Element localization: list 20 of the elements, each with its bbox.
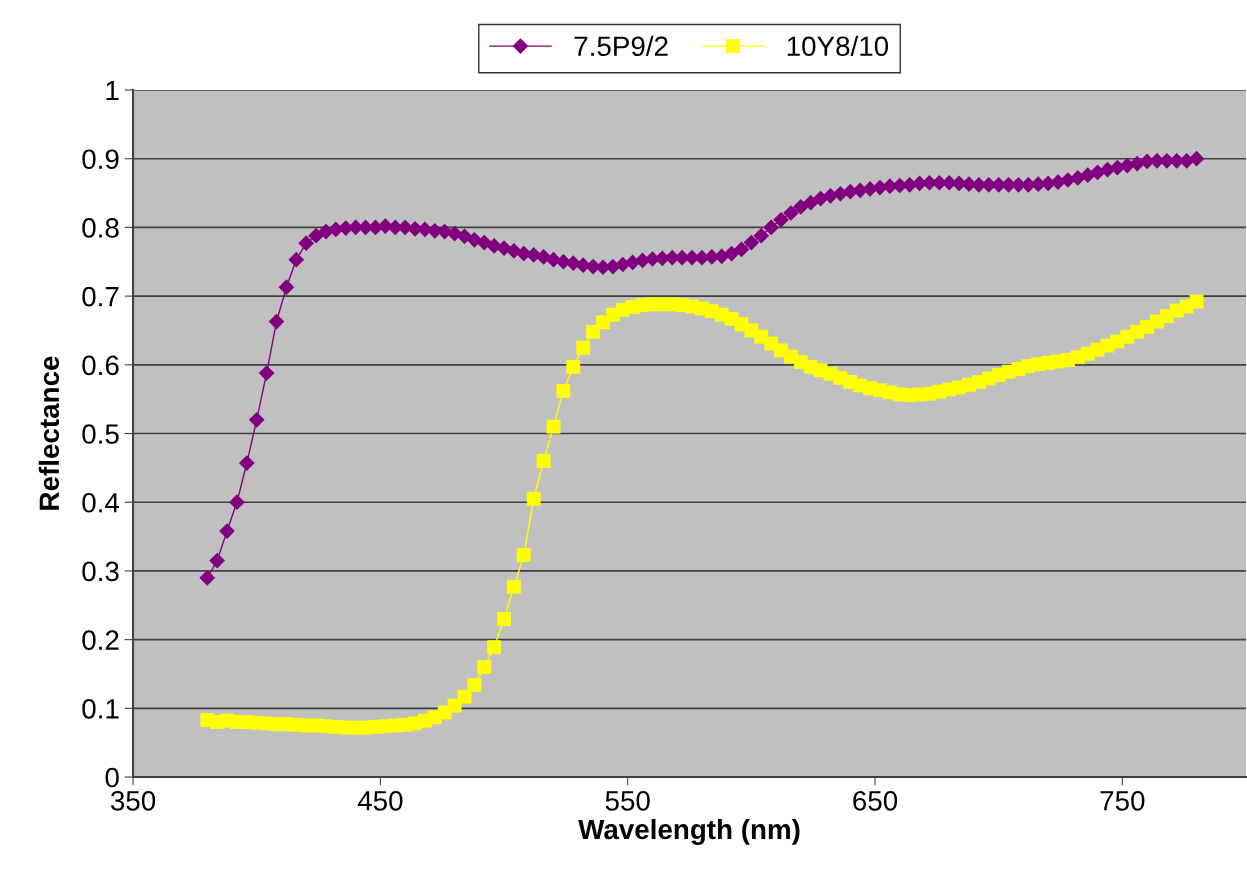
x-tick-label: 650 xyxy=(853,790,898,811)
y-tick-label: 1 xyxy=(106,80,119,101)
y-tick-label: 0.7 xyxy=(82,286,119,307)
x-tick-label: 550 xyxy=(605,790,650,811)
x-axis-title: Wavelength (nm) xyxy=(578,818,800,845)
x-tick-label: 350 xyxy=(110,790,156,811)
y-axis-title: Reflectance xyxy=(38,356,60,510)
y-tick-label: 0.5 xyxy=(82,424,119,444)
y-tick-label: 0.1 xyxy=(82,699,119,719)
y-tick-label: 0.3 xyxy=(82,561,119,582)
y-tick-label: 0.8 xyxy=(82,218,119,238)
x-tick-label: 750 xyxy=(1100,790,1145,811)
y-tick-label: 0.9 xyxy=(82,149,119,170)
y-tick-label: 0.2 xyxy=(82,630,119,650)
x-tick-label: 450 xyxy=(357,790,403,811)
y-tick-label: 0.6 xyxy=(82,355,119,376)
legend-label: 7.5P9/2 xyxy=(574,35,668,57)
y-tick-label: 0 xyxy=(105,767,119,788)
y-tick-label: 0.4 xyxy=(82,492,120,513)
legend-label: 10Y8/10 xyxy=(787,35,889,57)
